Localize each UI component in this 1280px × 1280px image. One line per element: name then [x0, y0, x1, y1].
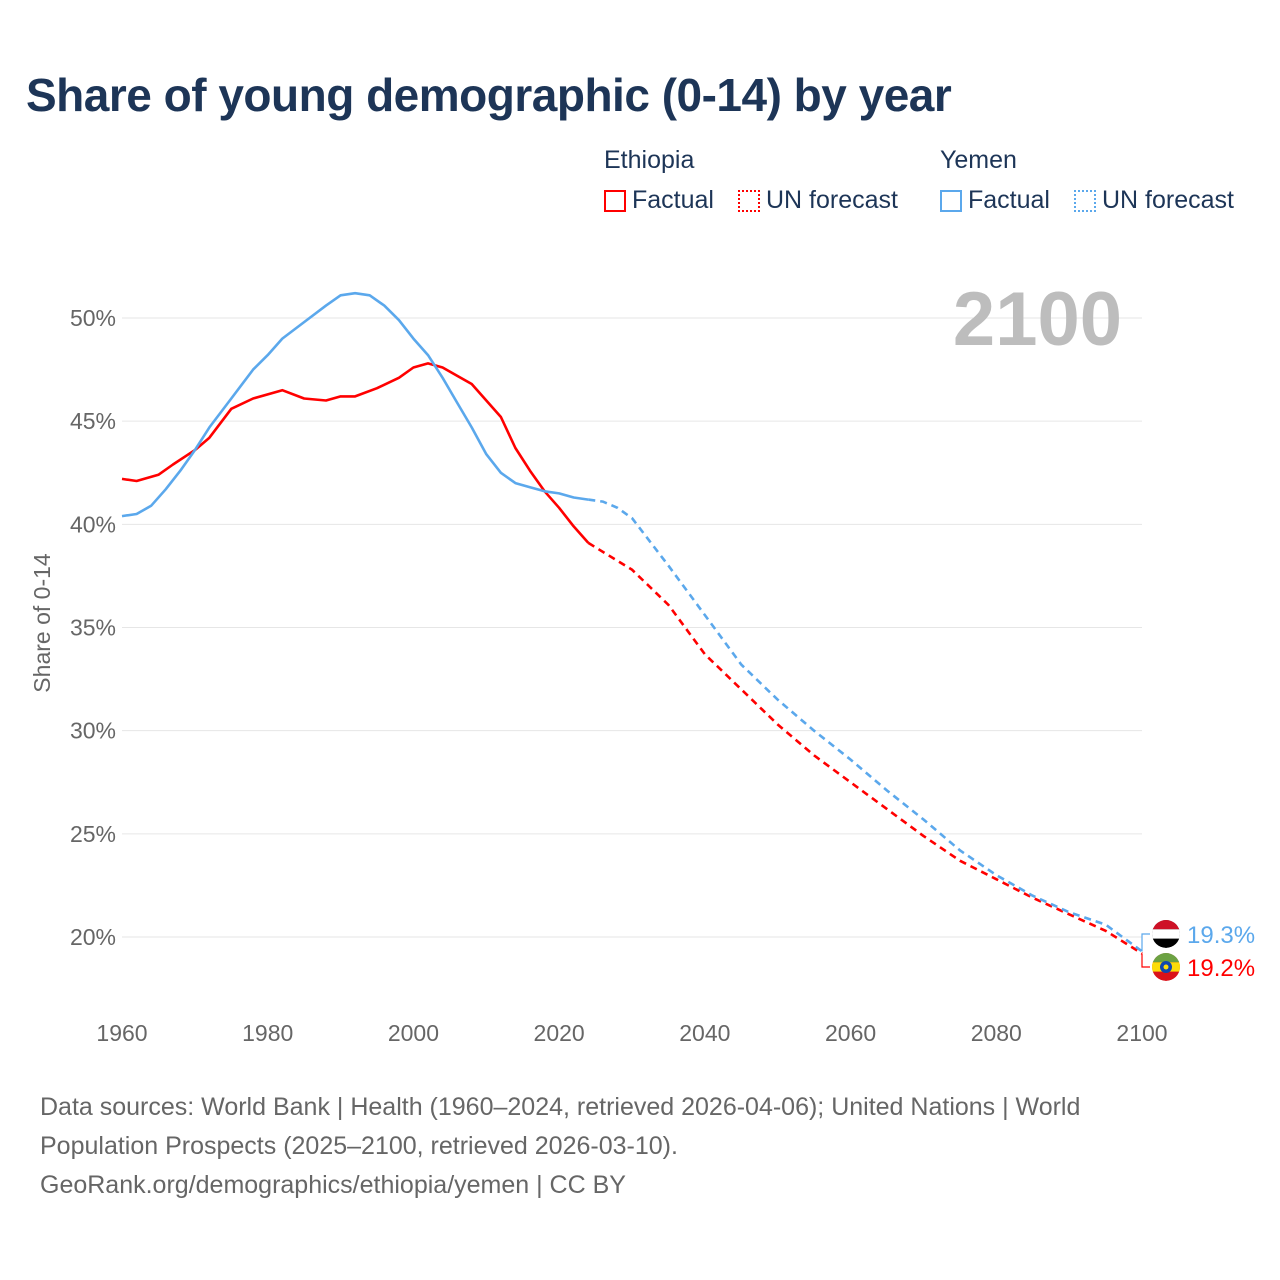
current-year-watermark: 2100 — [952, 277, 1122, 362]
yemen-flag-red-stripe — [1152, 920, 1180, 930]
x-tick-label: 1960 — [96, 1020, 147, 1046]
footer-link[interactable]: GeoRank.org/demographics/ethiopia/yemen … — [40, 1171, 626, 1199]
line-yemen-forecast — [588, 498, 1143, 953]
legend-label: UN forecast — [766, 186, 898, 214]
legend-swatch-solid-blue — [940, 189, 962, 212]
legend-group-ethiopia: Ethiopia — [604, 146, 695, 174]
yemen-flag-white-stripe — [1152, 929, 1180, 939]
end-value-label-yemen: 19.3% — [1187, 922, 1255, 949]
legend-label: UN forecast — [1102, 186, 1234, 214]
legend-label: Factual — [632, 186, 714, 214]
legend-label: Factual — [968, 186, 1050, 214]
footer-line: Population Prospects (2025–2100, retriev… — [40, 1132, 678, 1160]
chart-title: Share of young demographic (0-14) by yea… — [26, 69, 952, 121]
x-tick-label: 1980 — [242, 1020, 293, 1046]
end-value-label-ethiopia: 19.2% — [1187, 955, 1255, 982]
end-connector — [1141, 933, 1150, 952]
x-tick-label: 2040 — [679, 1020, 730, 1046]
line-ethiopia-forecast — [587, 541, 1143, 955]
footer-sources: Data sources: World Bank | Health (1960–… — [40, 1088, 1080, 1205]
y-tick-label: 40% — [70, 511, 116, 537]
y-axis-label: Share of 0-14 — [29, 553, 55, 693]
y-tick-label: 25% — [70, 821, 116, 847]
x-tick-label: 2100 — [1116, 1020, 1167, 1046]
y-tick-label: 35% — [70, 615, 116, 641]
legend-group-yemen: Yemen — [940, 146, 1017, 174]
x-tick-label: 2060 — [825, 1020, 876, 1046]
legend-swatch-dotted-blue — [1074, 189, 1096, 212]
line-ethiopia-factual — [121, 362, 590, 544]
y-tick-label: 30% — [70, 718, 116, 744]
legend-swatch-solid-red — [604, 189, 626, 212]
ethiopia-flag-green-stripe — [1152, 953, 1180, 963]
legend-swatch-dotted-red — [738, 189, 760, 212]
ethiopia-flag-star — [1163, 964, 1169, 970]
end-connector — [1141, 953, 1150, 968]
y-tick-label: 45% — [70, 408, 116, 434]
legend-ethiopia-forecast[interactable]: UN forecast — [738, 186, 898, 215]
y-tick-label: 20% — [70, 924, 116, 950]
legend-yemen-factual[interactable]: Factual — [940, 186, 1050, 215]
legend-ethiopia-factual[interactable]: Factual — [604, 186, 714, 215]
x-tick-label: 2080 — [971, 1020, 1022, 1046]
x-tick-label: 2020 — [534, 1020, 585, 1046]
y-tick-label: 50% — [70, 305, 116, 331]
footer-line: Data sources: World Bank | Health (1960–… — [40, 1093, 1081, 1121]
legend-yemen-forecast[interactable]: UN forecast — [1074, 186, 1234, 215]
x-tick-label: 2000 — [388, 1020, 439, 1046]
line-yemen-factual — [121, 291, 589, 518]
